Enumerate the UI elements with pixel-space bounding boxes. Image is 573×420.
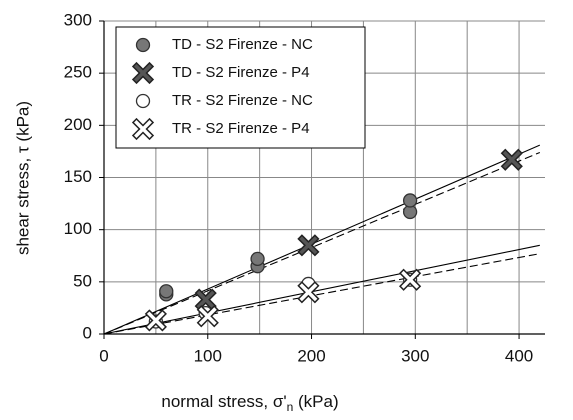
point-x-fill	[146, 311, 165, 330]
point-x-fill	[196, 290, 215, 309]
point	[144, 309, 167, 332]
legend-label: TD - S2 Firenze - P4	[172, 64, 310, 81]
point	[194, 288, 217, 311]
legend-label: TR - S2 Firenze - NC	[172, 92, 313, 109]
y-tick-label: 100	[64, 219, 92, 238]
x-tick-label: 200	[297, 346, 325, 365]
legend-marker	[131, 117, 155, 141]
y-tick-label: 0	[83, 323, 92, 342]
fit-line	[103, 144, 541, 335]
fit-line	[103, 244, 540, 335]
point-x-fill	[299, 283, 318, 302]
legend-box	[115, 26, 366, 149]
point-x-fill	[134, 120, 152, 138]
y-tick-label: 150	[64, 167, 92, 186]
point-x-fill	[299, 236, 318, 255]
point-x-fill	[134, 64, 152, 82]
x-tick-label: 100	[194, 346, 222, 365]
x-tick-label: 300	[401, 346, 429, 365]
point	[196, 305, 219, 328]
point-circle	[135, 93, 151, 109]
point	[402, 193, 418, 208]
point	[399, 268, 422, 291]
point	[297, 234, 320, 257]
point-circle	[159, 284, 174, 299]
point-x-fill	[198, 307, 217, 326]
y-tick-label: 50	[73, 271, 92, 290]
y-tick-label: 300	[64, 10, 92, 29]
point	[159, 284, 174, 299]
x-label-part: normal stress, σ'	[161, 392, 286, 411]
y-tick-label: 250	[64, 63, 92, 82]
legend-label: TR - S2 Firenze - P4	[172, 120, 310, 137]
point-circle	[135, 37, 151, 53]
point-circle	[402, 193, 418, 208]
x-tick-label: 0	[99, 346, 108, 365]
point-x-fill	[502, 150, 521, 169]
y-axis-label: shear stress, τ (kPa)	[13, 101, 32, 255]
x-axis-label: normal stress, σ'n (kPa)	[161, 392, 338, 414]
point	[297, 281, 320, 304]
point-circle	[250, 251, 265, 267]
legend-label: TD - S2 Firenze - NC	[172, 36, 313, 53]
legend-marker	[131, 61, 155, 85]
point-x-fill	[401, 270, 420, 289]
legend-marker	[135, 37, 151, 53]
fit-line	[103, 253, 540, 335]
y-tick-label: 200	[64, 115, 92, 134]
point	[250, 251, 265, 267]
fit-line	[103, 151, 541, 335]
x-label-part: (kPa)	[293, 392, 338, 411]
x-tick-label: 400	[505, 346, 533, 365]
point	[500, 148, 523, 171]
legend-marker	[135, 93, 151, 109]
x-label-sub: n	[287, 400, 294, 414]
